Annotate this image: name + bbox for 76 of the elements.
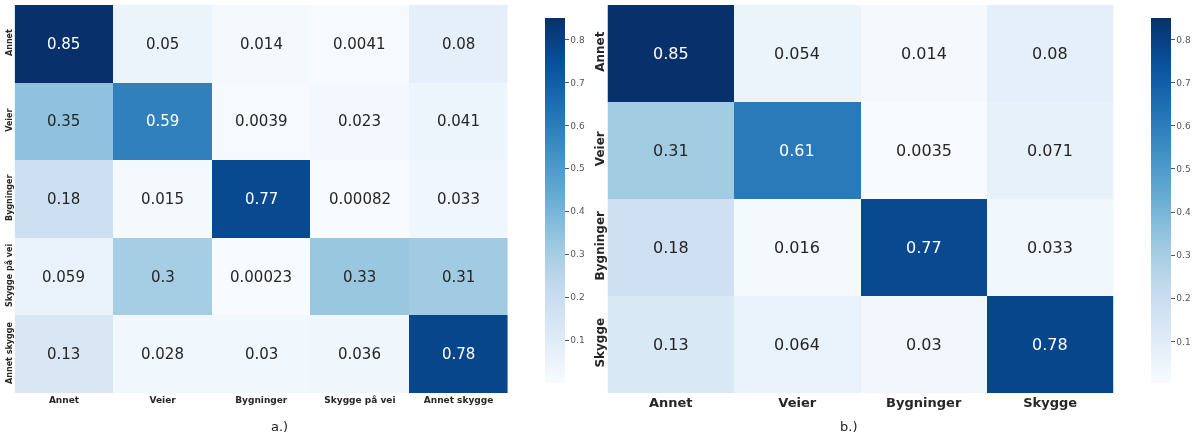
data-label: 0.0039 [235,112,288,130]
text: b.) [840,419,858,434]
color-bar-label: 0.4 [570,206,585,217]
color-bar-label: 0.5 [570,163,585,174]
data-label: 0.054 [774,44,820,63]
y-tick-label: Bygninger [593,210,608,281]
color-bar-label: 0.2 [1176,293,1191,304]
x-tick-label: Bygninger [886,395,962,410]
y-tick-label: Skygge [593,317,608,368]
data-label: 0.028 [141,345,184,363]
y-tick-label: Skygge på vei [4,243,15,308]
y-tick-label: Annet [593,31,608,72]
data-label: 0.61 [779,141,815,160]
color-bar-label: 0.3 [570,249,585,260]
data-label: 0.071 [1027,141,1073,160]
data-label: 0.023 [338,112,381,130]
data-label: 0.3 [151,268,175,286]
data-label: 0.03 [245,345,279,363]
data-label: 0.85 [653,44,689,63]
data-label: 0.13 [47,345,81,363]
color-bar-label: 0.6 [570,120,585,131]
data-label: 0.033 [1027,238,1073,257]
data-label: 0.0035 [896,141,952,160]
x-tick-label: Veier [778,395,817,410]
color-bar-label: 0.7 [1176,77,1191,88]
x-tick-label: Skygge på vei [324,395,396,405]
data-label: 0.08 [442,35,476,53]
color-bar-label: 0.7 [570,77,585,88]
color-bar-label: 0.6 [1176,120,1191,131]
data-label: 0.059 [42,268,85,286]
data-label: 0.05 [146,35,180,53]
data-label: 0.064 [774,335,820,354]
data-label: 0.016 [774,238,820,257]
y-tick-label: Veier [593,131,608,167]
data-label: 0.85 [47,35,81,53]
text: a.) [271,419,289,434]
x-tick-label: Annet [648,395,693,410]
x-tick-label: Annet [48,395,80,405]
x-tick-label: Bygninger [235,395,288,405]
color-bar-label: 0.3 [1176,250,1191,261]
data-label: 0.13 [653,335,689,354]
x-tick-label: Veier [149,395,177,405]
color-bar-label: 0.8 [570,34,585,45]
color-bar-label: 0.1 [570,335,585,346]
data-label: 0.03 [906,335,942,354]
data-label: 0.77 [906,238,942,257]
data-label: 0.0041 [333,35,386,53]
data-label: 0.014 [901,44,947,63]
data-label: 0.78 [1032,335,1068,354]
data-label: 0.35 [47,112,81,130]
color-bar-label: 0.2 [570,292,585,303]
x-tick-label: Annet skygge [423,395,494,405]
data-label: 0.31 [653,141,689,160]
y-tick-label: Veier [5,108,15,132]
color-bar-label: 0.1 [1176,336,1191,347]
data-label: 0.33 [343,268,377,286]
data-label: 0.015 [141,190,184,208]
data-label: 0.036 [338,345,381,363]
data-label: 0.033 [437,190,480,208]
data-label: 0.041 [437,112,480,130]
data-label: 0.08 [1032,44,1068,63]
data-label: 0.78 [442,345,476,363]
y-tick-label: Annet [5,29,15,57]
data-label: 0.77 [245,190,279,208]
y-tick-label: Bygninger [5,174,15,221]
data-label: 0.00023 [230,268,293,286]
data-label: 0.00082 [329,190,392,208]
color-bar-label: 0.8 [1176,34,1191,45]
data-label: 0.014 [240,35,283,53]
x-tick-label: Skygge [1023,395,1078,410]
color-bar-label: 0.5 [1176,164,1191,175]
data-label: 0.18 [47,190,81,208]
data-label: 0.18 [653,238,689,257]
color-bar-label: 0.4 [1176,207,1191,218]
data-label: 0.31 [442,268,476,286]
data-label: 0.59 [146,112,180,130]
